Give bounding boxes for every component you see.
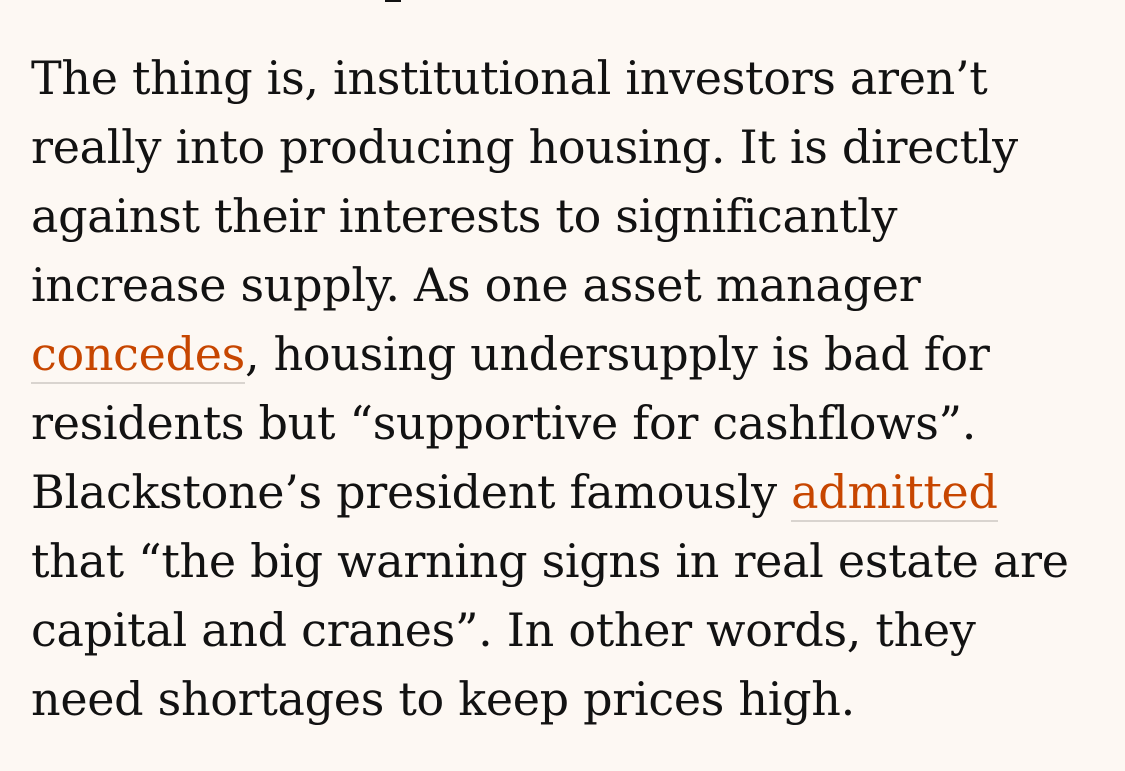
paragraph-line-4: increase supply. As one asset manager xyxy=(31,258,921,312)
paragraph-line-1: The thing is, institutional investors ar… xyxy=(31,51,988,105)
paragraph-line-6: residents but “supportive for cashflows”… xyxy=(31,396,977,450)
paragraph-line-5-text: , housing undersupply is bad for xyxy=(244,327,990,381)
paragraph-line-2: really into producing housing. It is dir… xyxy=(31,120,1018,174)
paragraph-line-7: Blackstone’s president famously admitted xyxy=(31,458,1106,527)
paragraph-line-10: need shortages to keep prices high. xyxy=(31,672,855,726)
previous-text-fragment xyxy=(385,0,401,2)
concedes-link[interactable]: concedes xyxy=(31,327,245,384)
paragraph-line-3: against their interests to significantly xyxy=(31,189,898,243)
article-paragraph: The thing is, institutional investors ar… xyxy=(31,44,1106,734)
paragraph-line-9: capital and cranes”. In other words, the… xyxy=(31,603,976,657)
paragraph-line-8: that “the big warning signs in real esta… xyxy=(31,534,1069,588)
admitted-link[interactable]: admitted xyxy=(791,465,998,522)
paragraph-line-7-text: Blackstone’s president famously xyxy=(31,465,792,519)
paragraph-line-5: concedes, housing undersupply is bad for xyxy=(31,320,1106,389)
